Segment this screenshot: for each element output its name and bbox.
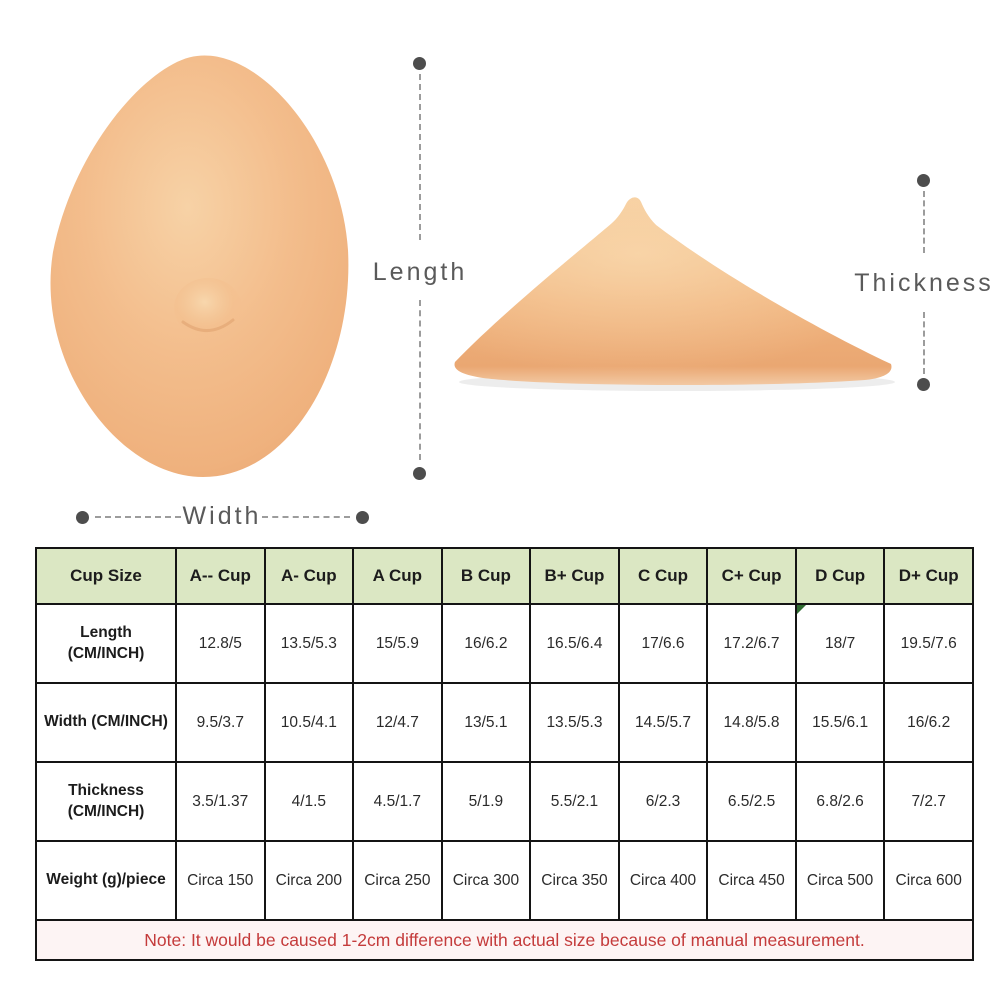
length-dashed-line-lower: [419, 300, 421, 460]
length-dashed-line-upper: [419, 74, 421, 240]
row-label: Weight (g)/piece: [35, 840, 177, 921]
row-label: Width (CM/INCH): [35, 682, 177, 763]
header-cell-c-cup: C Cup: [617, 547, 709, 605]
front-nipple-shadow: [181, 318, 235, 332]
thickness-arrow-bottom-dot: [917, 378, 930, 391]
size-table: Cup Size A-- Cup A- Cup A Cup B Cup B+ Cup C C…: [35, 547, 974, 961]
value-cell: Circa 400: [617, 840, 709, 921]
value-cell: 6/2.3: [617, 761, 709, 842]
width-label: Width: [182, 502, 262, 530]
table-row: Weight (g)/piece Circa 150 Circa 200 Circa …: [35, 840, 974, 921]
value-cell: Circa 600: [883, 840, 974, 921]
value-cell: Circa 250: [352, 840, 443, 921]
value-cell: Circa 500: [794, 840, 886, 921]
value-cell: Circa 450: [706, 840, 797, 921]
header-cell-a-cup: A Cup: [352, 547, 443, 605]
note-text: Note: It would be caused 1-2cm differenc…: [35, 919, 974, 961]
header-cell-a-cup: A- Cup: [263, 547, 355, 605]
length-arrow-top-dot: [413, 57, 426, 70]
value-cell: 4/1.5: [263, 761, 355, 842]
length-arrow-bottom-dot: [413, 467, 426, 480]
front-form-shape: [50, 55, 349, 478]
header-cell-cup-size: Cup Size: [35, 547, 177, 605]
table-row: Thickness (CM/INCH) 3.5/1.37 4/1.5 4.5/1.7 5…: [35, 761, 974, 842]
size-table-body: Length (CM/INCH) 12.8/5 13.5/5.3 15/5.9 16/6…: [35, 603, 974, 921]
thickness-dashed-line-upper: [923, 191, 925, 253]
breast-form-front-view: [50, 55, 349, 478]
width-arrow-right-dot: [356, 511, 369, 524]
length-label: Length: [372, 258, 468, 286]
header-cell-d-cup: D Cup: [794, 547, 886, 605]
value-cell: 3.5/1.37: [175, 761, 266, 842]
value-cell: 7/2.7: [883, 761, 974, 842]
value-cell: 15.5/6.1: [794, 682, 886, 763]
header-cell-c-cup: C+ Cup: [706, 547, 797, 605]
value-cell: 14.5/5.7: [617, 682, 709, 763]
header-cell-b-cup: B+ Cup: [529, 547, 620, 605]
value-cell: 14.8/5.8: [706, 682, 797, 763]
value-cell: 16/6.2: [440, 603, 532, 684]
value-cell: 19.5/7.6: [883, 603, 974, 684]
value-cell: 5.5/2.1: [529, 761, 620, 842]
value-cell: 13/5.1: [440, 682, 532, 763]
width-dashed-line-left: [95, 516, 181, 518]
table-row: Width (CM/INCH) 9.5/3.7 10.5/4.1 12/4.7 13/5…: [35, 682, 974, 763]
thickness-dashed-line-lower: [923, 312, 925, 374]
value-cell: 18/7: [794, 603, 886, 684]
value-cell: 12.8/5: [175, 603, 266, 684]
front-nipple-highlight: [174, 278, 242, 338]
value-cell: 13.5/5.3: [263, 603, 355, 684]
size-table-header-row: Cup Size A-- Cup A- Cup A Cup B Cup B+ Cup C C…: [35, 547, 974, 605]
value-cell: 4.5/1.7: [352, 761, 443, 842]
value-cell: 15/5.9: [352, 603, 443, 684]
value-cell: 9.5/3.7: [175, 682, 266, 763]
thickness-label: Thickness: [854, 269, 994, 297]
value-cell: 5/1.9: [440, 761, 532, 842]
value-cell: Circa 150: [175, 840, 266, 921]
value-cell: 17.2/6.7: [706, 603, 797, 684]
value-cell: 6.8/2.6: [794, 761, 886, 842]
thickness-arrow-top-dot: [917, 174, 930, 187]
value-cell: 12/4.7: [352, 682, 443, 763]
header-cell-a-cup: A-- Cup: [175, 547, 266, 605]
value-cell: 16.5/6.4: [529, 603, 620, 684]
note-row: Note: It would be caused 1-2cm differenc…: [35, 919, 974, 961]
value-cell: 16/6.2: [883, 682, 974, 763]
row-label: Length (CM/INCH): [35, 603, 177, 684]
table-row: Length (CM/INCH) 12.8/5 13.5/5.3 15/5.9 16/6…: [35, 603, 974, 684]
breast-form-side-view: [454, 197, 895, 391]
value-cell: 13.5/5.3: [529, 682, 620, 763]
value-cell: 17/6.6: [617, 603, 709, 684]
header-cell-d-cup: D+ Cup: [883, 547, 974, 605]
value-cell: 10.5/4.1: [263, 682, 355, 763]
header-cell-b-cup: B Cup: [440, 547, 532, 605]
row-label: Thickness (CM/INCH): [35, 761, 177, 842]
value-cell: 6.5/2.5: [706, 761, 797, 842]
width-dashed-line-right: [262, 516, 350, 518]
side-form-sheen: [454, 197, 892, 386]
width-arrow-left-dot: [76, 511, 89, 524]
value-cell: Circa 350: [529, 840, 620, 921]
value-cell: Circa 300: [440, 840, 532, 921]
value-cell: Circa 200: [263, 840, 355, 921]
